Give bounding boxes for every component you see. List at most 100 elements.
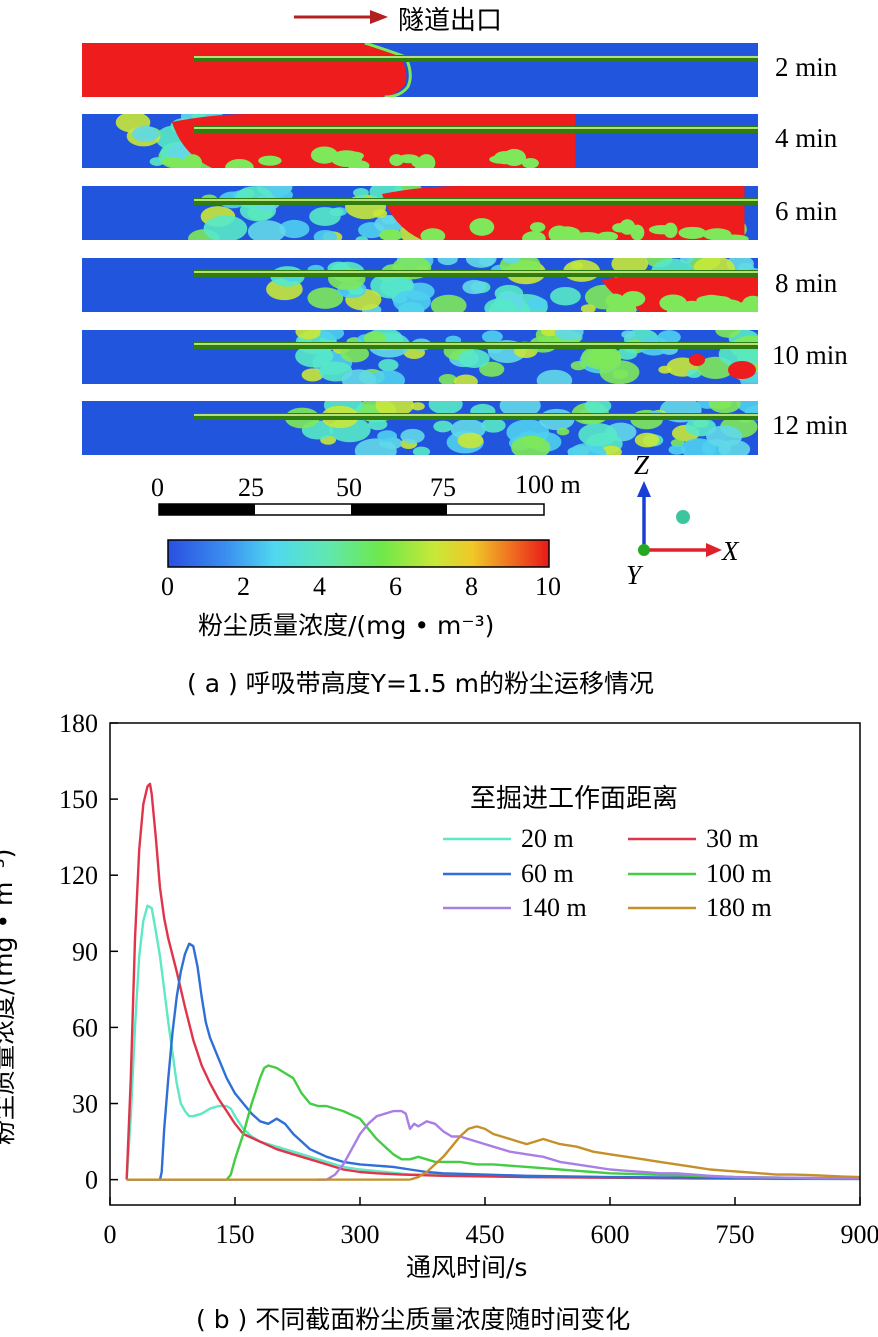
caption-a: ( a ) 呼吸带高度Y=1.5 m的粉尘运移情况 — [187, 669, 654, 698]
dust-blob — [572, 231, 602, 240]
time-label: 12 min — [772, 410, 848, 440]
dust-blob — [479, 361, 505, 377]
x-tick-label: 300 — [341, 1220, 380, 1249]
vent-pipe-highlight — [194, 414, 758, 416]
dust-blob — [605, 293, 625, 308]
dust-blob — [686, 369, 702, 379]
dust-blob — [370, 370, 406, 384]
dust-blob — [203, 215, 248, 240]
contour-panel-4min — [82, 114, 758, 168]
dust-blob — [521, 157, 539, 168]
colorbar-tick: 8 — [465, 572, 478, 601]
y-tick-label: 150 — [59, 785, 98, 814]
dust-blob — [412, 446, 431, 455]
dust-blob — [708, 401, 741, 414]
y-tick-label: 30 — [72, 1090, 98, 1119]
exit-arrow-icon — [294, 10, 388, 24]
vent-pipe-highlight — [194, 127, 758, 129]
dust-blob — [541, 330, 558, 337]
time-label: 2 min — [775, 52, 838, 82]
dust-blob — [457, 432, 484, 449]
dust-blob — [550, 286, 581, 306]
dust-blob — [379, 229, 403, 240]
dust-blob — [597, 231, 619, 240]
x-tick-label: 900 — [841, 1220, 878, 1249]
dust-blob — [556, 427, 570, 436]
dust-blob — [630, 224, 645, 240]
dust-blob — [378, 358, 399, 372]
dust-front — [82, 43, 407, 97]
dust-blob — [481, 330, 503, 343]
dust-blob — [481, 418, 506, 433]
series-line-20m — [125, 904, 861, 1181]
x-tick-label: 600 — [591, 1220, 630, 1249]
y-tick-label: 120 — [59, 861, 98, 890]
dust-hotspot — [689, 354, 705, 366]
vent-pipe — [194, 198, 758, 205]
dust-blob — [363, 331, 387, 345]
dust-blob — [578, 423, 618, 447]
vent-pipe-highlight — [194, 343, 758, 345]
dust-blob — [438, 373, 457, 384]
legend-entry: 140 m — [521, 893, 587, 922]
scale-tick: 50 — [336, 473, 362, 502]
dust-blob — [329, 207, 344, 217]
dust-blob — [149, 157, 165, 166]
legend-entry: 100 m — [706, 859, 772, 888]
dust-blob — [368, 418, 388, 431]
dust-blob — [433, 420, 453, 433]
contour-panel-10min — [82, 330, 758, 384]
vent-pipe — [194, 342, 758, 349]
dust-blob — [301, 368, 324, 382]
x-tick-label: 0 — [104, 1220, 117, 1249]
dust-blob — [702, 228, 732, 240]
axis-y-label: Y — [626, 560, 642, 590]
dust-blob — [313, 230, 338, 240]
legend-entry: 30 m — [706, 824, 759, 853]
legend-entry: 20 m — [521, 824, 574, 853]
dust-blob — [453, 374, 478, 384]
dust-blob — [225, 158, 254, 168]
dust-blob — [616, 347, 638, 360]
vent-pipe — [194, 413, 758, 420]
colorbar-tick: 2 — [237, 572, 250, 601]
dust-blob — [648, 225, 675, 235]
dust-blob — [420, 228, 446, 240]
legend-entry: 180 m — [706, 893, 772, 922]
axis-triad-icon — [637, 481, 690, 545]
series-line-100m — [225, 1064, 861, 1181]
time-label: 10 min — [772, 340, 848, 370]
dust-blob — [680, 438, 716, 455]
dust-blob — [375, 401, 414, 417]
dust-blob — [430, 294, 467, 312]
dust-blob — [469, 218, 495, 236]
axis-x-label: X — [722, 536, 739, 566]
dust-blob — [715, 330, 741, 338]
dust-blob — [355, 236, 368, 240]
dust-blob — [465, 258, 497, 268]
dust-blob — [634, 432, 660, 448]
vent-pipe-highlight — [194, 56, 758, 58]
dust-blob — [659, 294, 687, 312]
dust-blob — [536, 369, 573, 384]
dust-blob — [742, 295, 758, 311]
colorbar-tick: 10 — [535, 572, 561, 601]
dust-blob — [527, 297, 548, 310]
colorbar-tick: 4 — [313, 572, 326, 601]
dust-blob — [353, 187, 369, 198]
dust-blob — [167, 159, 192, 168]
vent-pipe — [194, 126, 758, 133]
dust-blob — [320, 330, 345, 341]
dust-blob — [330, 150, 363, 167]
colorbar — [167, 539, 550, 568]
scale-tick: 75 — [430, 473, 456, 502]
line-chart: 0 150 300 450 600 750 900 0 30 60 90 120 150 180 至掘进工… — [59, 709, 878, 1249]
y-tick-label: 0 — [85, 1166, 98, 1195]
dust-blob — [678, 226, 707, 240]
dust-blob — [554, 330, 584, 341]
contour-panel-6min — [82, 186, 758, 240]
dust-blob — [247, 220, 286, 240]
x-tick-label: 750 — [716, 1220, 755, 1249]
x-tick-label: 450 — [466, 1220, 505, 1249]
dust-blob — [410, 402, 425, 411]
